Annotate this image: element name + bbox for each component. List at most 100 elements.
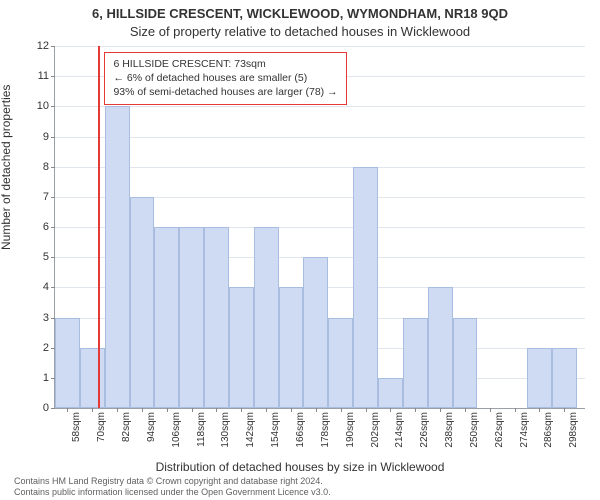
xtick-label: 298sqm bbox=[568, 412, 579, 448]
x-axis-label: Distribution of detached houses by size … bbox=[0, 460, 600, 474]
xtick-label: 274sqm bbox=[519, 412, 530, 448]
ytick-mark bbox=[51, 137, 55, 138]
xtick-label: 130sqm bbox=[220, 412, 231, 448]
ytick-label: 8 bbox=[43, 161, 49, 173]
xtick-label: 226sqm bbox=[419, 412, 430, 448]
histogram-bar bbox=[105, 106, 130, 408]
xtick-mark bbox=[366, 408, 367, 412]
xtick-label: 118sqm bbox=[196, 412, 207, 447]
xtick-mark bbox=[192, 408, 193, 412]
subject-marker-line bbox=[98, 46, 100, 408]
histogram-bar bbox=[552, 348, 577, 408]
ytick-mark bbox=[51, 167, 55, 168]
attribution-line-1: Contains HM Land Registry data © Crown c… bbox=[14, 476, 586, 487]
chart-title: 6, HILLSIDE CRESCENT, WICKLEWOOD, WYMOND… bbox=[0, 6, 600, 21]
gridline bbox=[55, 106, 585, 107]
histogram-bar bbox=[130, 197, 155, 408]
histogram-bar bbox=[428, 287, 453, 408]
ytick-label: 9 bbox=[43, 131, 49, 143]
xtick-mark bbox=[266, 408, 267, 412]
xtick-label: 286sqm bbox=[543, 412, 554, 448]
xtick-mark bbox=[67, 408, 68, 412]
xtick-label: 106sqm bbox=[171, 412, 182, 448]
attribution: Contains HM Land Registry data © Crown c… bbox=[14, 476, 586, 499]
xtick-mark bbox=[291, 408, 292, 412]
histogram-bar bbox=[403, 318, 428, 409]
xtick-label: 190sqm bbox=[345, 412, 356, 448]
ytick-mark bbox=[51, 227, 55, 228]
ytick-mark bbox=[51, 46, 55, 47]
xtick-label: 238sqm bbox=[444, 412, 455, 448]
xtick-mark bbox=[490, 408, 491, 412]
gridline bbox=[55, 46, 585, 47]
ytick-mark bbox=[51, 257, 55, 258]
histogram-bar bbox=[204, 227, 229, 408]
histogram-bar bbox=[179, 227, 204, 408]
xtick-mark bbox=[92, 408, 93, 412]
ytick-label: 2 bbox=[43, 342, 49, 354]
ytick-label: 7 bbox=[43, 191, 49, 203]
xtick-label: 82sqm bbox=[121, 412, 132, 442]
xtick-mark bbox=[390, 408, 391, 412]
xtick-mark bbox=[142, 408, 143, 412]
xtick-mark bbox=[539, 408, 540, 412]
xtick-label: 250sqm bbox=[469, 412, 480, 448]
ytick-label: 3 bbox=[43, 312, 49, 324]
ytick-label: 6 bbox=[43, 221, 49, 233]
xtick-label: 70sqm bbox=[96, 412, 107, 442]
ytick-label: 1 bbox=[43, 372, 49, 384]
xtick-label: 166sqm bbox=[295, 412, 306, 448]
xtick-mark bbox=[564, 408, 565, 412]
callout-line: 6 HILLSIDE CRESCENT: 73sqm bbox=[113, 57, 337, 71]
ytick-label: 4 bbox=[43, 281, 49, 293]
histogram-bar bbox=[154, 227, 179, 408]
xtick-label: 178sqm bbox=[320, 412, 331, 448]
xtick-mark bbox=[341, 408, 342, 412]
histogram-bar bbox=[353, 167, 378, 408]
histogram-bar bbox=[378, 378, 403, 408]
ytick-mark bbox=[51, 197, 55, 198]
xtick-mark bbox=[316, 408, 317, 412]
ytick-label: 0 bbox=[43, 402, 49, 414]
ytick-label: 10 bbox=[37, 100, 49, 112]
plot-area: 012345678910111258sqm70sqm82sqm94sqm106s… bbox=[54, 46, 585, 409]
histogram-bar bbox=[328, 318, 353, 409]
ytick-mark bbox=[51, 106, 55, 107]
callout-line: 93% of semi-detached houses are larger (… bbox=[113, 85, 337, 99]
xtick-label: 262sqm bbox=[494, 412, 505, 448]
ytick-mark bbox=[51, 408, 55, 409]
histogram-bar bbox=[303, 257, 328, 408]
histogram-bar bbox=[527, 348, 552, 408]
histogram-bar bbox=[254, 227, 279, 408]
ytick-mark bbox=[51, 76, 55, 77]
histogram-bar bbox=[279, 287, 304, 408]
xtick-mark bbox=[241, 408, 242, 412]
chart-subtitle: Size of property relative to detached ho… bbox=[0, 24, 600, 39]
xtick-mark bbox=[415, 408, 416, 412]
xtick-mark bbox=[515, 408, 516, 412]
y-axis-label: Number of detached properties bbox=[0, 85, 13, 250]
xtick-mark bbox=[117, 408, 118, 412]
xtick-label: 142sqm bbox=[245, 412, 256, 448]
ytick-label: 5 bbox=[43, 251, 49, 263]
histogram-bar bbox=[453, 318, 478, 409]
attribution-line-2: Contains public information licensed und… bbox=[14, 487, 586, 498]
xtick-mark bbox=[167, 408, 168, 412]
xtick-mark bbox=[440, 408, 441, 412]
chart-container: { "title": "6, HILLSIDE CRESCENT, WICKLE… bbox=[0, 0, 600, 500]
ytick-mark bbox=[51, 287, 55, 288]
xtick-mark bbox=[216, 408, 217, 412]
gridline bbox=[55, 137, 585, 138]
callout-line: ← 6% of detached houses are smaller (5) bbox=[113, 71, 337, 85]
callout-box: 6 HILLSIDE CRESCENT: 73sqm← 6% of detach… bbox=[104, 52, 346, 105]
xtick-label: 154sqm bbox=[270, 412, 281, 448]
xtick-label: 58sqm bbox=[71, 412, 82, 442]
xtick-mark bbox=[465, 408, 466, 412]
xtick-label: 202sqm bbox=[370, 412, 381, 448]
ytick-label: 11 bbox=[38, 70, 49, 82]
xtick-label: 94sqm bbox=[146, 412, 157, 442]
histogram-bar bbox=[80, 348, 105, 408]
histogram-bar bbox=[55, 318, 80, 409]
xtick-label: 214sqm bbox=[394, 412, 405, 448]
gridline bbox=[55, 167, 585, 168]
